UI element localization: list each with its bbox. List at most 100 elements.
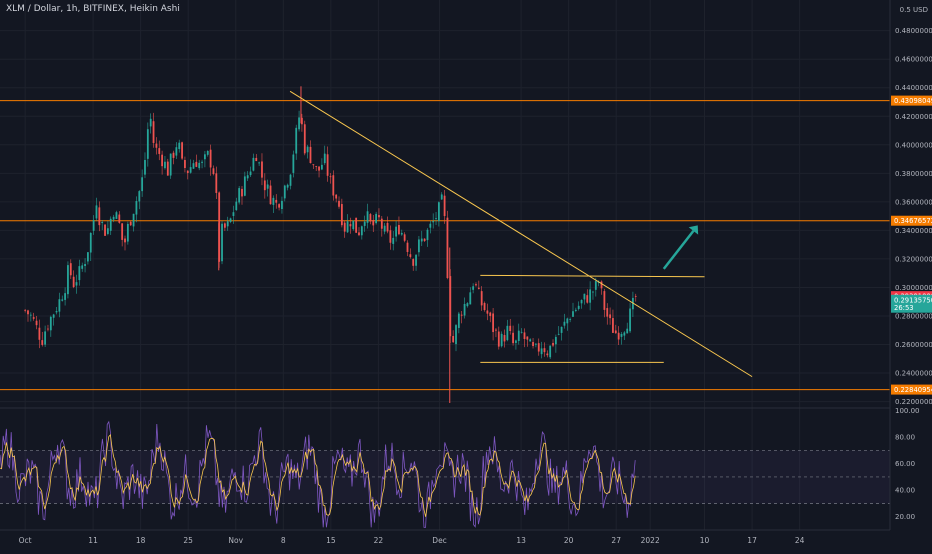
candle-body <box>557 333 560 335</box>
projection-arrow[interactable] <box>662 225 699 270</box>
candle-body <box>281 200 283 210</box>
time-axis[interactable]: Oct 11 18 25 Nov 8 15 22 Dec 13 20 27 2022 10 17 24 <box>0 529 890 545</box>
candle-body <box>326 154 329 176</box>
candle-body <box>455 325 457 345</box>
candle-body <box>614 330 617 334</box>
candle-body <box>495 329 497 331</box>
candle-body <box>363 221 366 226</box>
candle-body <box>626 328 629 334</box>
candle-body <box>412 259 415 266</box>
candle-body <box>115 212 118 219</box>
candle-body <box>606 308 609 317</box>
candle-body <box>486 310 489 314</box>
candle-body <box>535 343 537 345</box>
candle-body <box>403 234 406 241</box>
candle-body <box>249 171 252 176</box>
candle-body <box>64 293 66 300</box>
candle-body <box>375 213 378 224</box>
candle-body <box>169 153 172 176</box>
candle-body <box>298 117 300 130</box>
time-tick-label: 20 <box>564 536 574 545</box>
candle-body <box>92 220 95 231</box>
candle-body <box>164 161 166 169</box>
candle-body <box>480 291 483 306</box>
candle-body <box>546 353 549 356</box>
candle-body <box>632 297 634 310</box>
price-label-box <box>891 95 932 106</box>
candle-body <box>24 309 27 311</box>
candle-body <box>549 345 552 358</box>
candle-body <box>612 318 614 333</box>
candle-body <box>446 217 449 279</box>
arrow-shaft[interactable] <box>662 230 695 270</box>
candle-body <box>132 213 135 227</box>
candle-body <box>503 335 506 342</box>
candle-body <box>301 117 303 125</box>
candle-body <box>577 305 580 309</box>
candle-body <box>423 238 426 241</box>
candle-body <box>406 242 409 252</box>
oscillator-tick-label: 40.00 <box>895 487 915 495</box>
candle-body <box>235 201 238 211</box>
time-tick-label: Oct <box>19 536 32 545</box>
horizontal-levels[interactable] <box>0 100 890 391</box>
candle-body <box>303 124 306 154</box>
candle-body <box>443 195 446 217</box>
candle-body <box>312 164 315 166</box>
range-top-line[interactable] <box>480 274 705 278</box>
candle-body <box>346 221 349 233</box>
candle-body <box>477 287 480 289</box>
candle-body <box>29 314 32 316</box>
trend-lines[interactable] <box>289 90 753 378</box>
price-label-text: 26:53 <box>894 304 914 312</box>
candle-body <box>89 232 92 253</box>
candle-body <box>229 218 232 222</box>
candle-body <box>352 220 355 230</box>
candle-body <box>221 223 223 262</box>
time-tick-label: 8 <box>281 536 286 545</box>
candle-body <box>101 222 104 224</box>
candle-body <box>106 228 109 234</box>
candle-body <box>129 221 132 226</box>
candle-body <box>452 335 455 343</box>
candle-body <box>369 214 372 222</box>
candle-body <box>543 348 546 353</box>
price-label-text: 0.34676572 <box>894 217 932 225</box>
candle-body <box>338 200 340 207</box>
candle-body <box>306 146 309 153</box>
candle-body <box>215 173 218 193</box>
candle-body <box>520 331 523 333</box>
descending-trendline[interactable] <box>289 90 753 378</box>
candle-body <box>429 223 432 228</box>
price-label-box <box>891 294 932 305</box>
candle-body <box>460 314 463 316</box>
candle-body <box>560 326 563 333</box>
candle-body <box>517 330 520 341</box>
candle-body <box>526 336 529 340</box>
candle-body <box>435 218 437 219</box>
candle-body <box>95 205 98 219</box>
candle-body <box>161 154 164 167</box>
arrow-head[interactable] <box>688 225 699 235</box>
candle-body <box>112 216 115 220</box>
candle-body <box>523 332 526 340</box>
candle-body <box>27 310 29 315</box>
candle-body <box>241 188 243 197</box>
candle-body <box>149 118 152 127</box>
candle-body <box>198 162 201 169</box>
candle-body <box>266 184 269 189</box>
candle-body <box>415 254 417 266</box>
candle-body <box>620 333 623 337</box>
candle-body <box>278 204 280 208</box>
price-label-box <box>891 302 932 313</box>
candle-body <box>449 276 452 337</box>
candle-body <box>155 143 158 148</box>
candle-body <box>392 237 395 244</box>
